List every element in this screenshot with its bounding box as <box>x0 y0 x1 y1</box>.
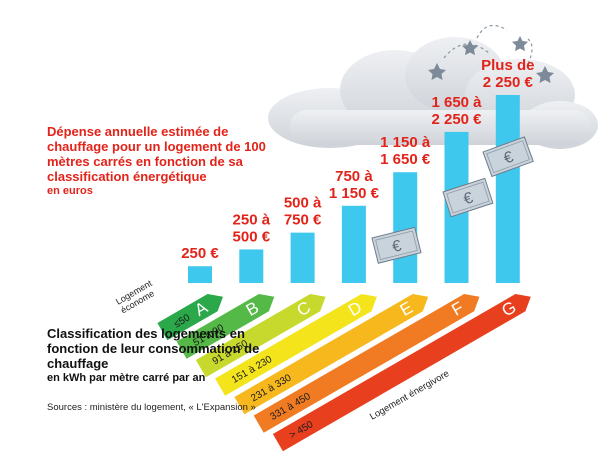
bar-G <box>495 95 520 283</box>
class-band-A <box>157 294 223 341</box>
classification-unit: en kWh par mètre carré par an <box>47 372 206 384</box>
class-band-C <box>195 294 326 378</box>
bar-D <box>341 205 366 283</box>
chart-title: Dépense annuelle estimée de chauffage po… <box>47 124 266 184</box>
class-band-F <box>253 294 480 433</box>
euro-banknote-icon: € <box>482 136 534 178</box>
bar-C <box>290 232 315 283</box>
value-label-G: Plus de 2 250 € <box>481 57 534 91</box>
class-band-B <box>176 294 275 359</box>
value-label-B: 250 à 500 € <box>233 211 271 245</box>
class-band-E <box>234 294 429 415</box>
chart-title-block: Dépense annuelle estimée de chauffage po… <box>47 124 277 199</box>
classification-title: Classification des logements en fonction… <box>47 326 260 371</box>
star-icon <box>428 24 554 83</box>
bar-B <box>239 249 264 283</box>
sources-note: Sources : ministère du logement, « L'Exp… <box>47 402 256 413</box>
class-band-D <box>215 294 377 396</box>
svg-text:€: € <box>390 237 403 256</box>
value-label-C: 500 à 750 € <box>284 195 322 229</box>
euro-banknote-icon: € <box>371 226 422 264</box>
bar-A <box>188 266 212 283</box>
class-band-G <box>272 294 531 452</box>
euro-banknote-icon: € <box>442 177 494 218</box>
low-label: Logement économe <box>114 277 161 316</box>
classification-title-block: Classification des logements en fonction… <box>47 326 267 386</box>
chart-unit: en euros <box>47 185 93 197</box>
value-label-A: 250 € <box>181 245 219 262</box>
